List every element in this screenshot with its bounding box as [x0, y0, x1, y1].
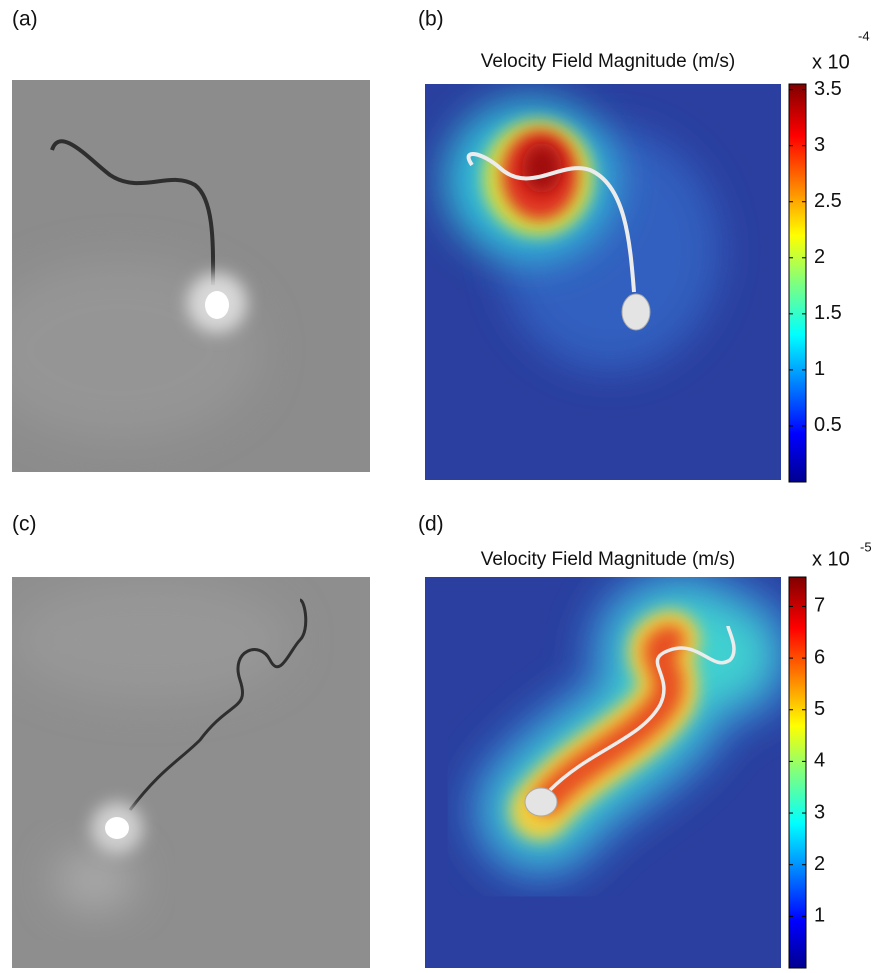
colorbar-tick-label: 3: [814, 801, 825, 823]
colorbar-tick-label: 7: [814, 595, 825, 617]
colorbar: 1 2 3 4 5 6 7: [789, 577, 825, 968]
colorbar-tick-label: 5: [814, 698, 825, 720]
colorbar-tick-label: 2.5: [814, 190, 842, 212]
colorbar-tick-label: 1.5: [814, 302, 842, 324]
colorbar-scale: x 10: [812, 51, 850, 73]
panel-label: (b): [418, 8, 444, 31]
colorbar-tick-label: 3: [814, 134, 825, 156]
colorbar-tick-label: 2: [814, 246, 825, 268]
colorbar-tick-label: 6: [814, 646, 825, 668]
colorbar-scale: x 10: [812, 548, 850, 570]
colorbar-gradient: [789, 577, 806, 968]
heatmap-b: [425, 84, 781, 480]
panel-label: (a): [12, 8, 38, 31]
colorbar-tick-label: 1: [814, 905, 825, 927]
panel-title: Velocity Field Magnitude (m/s): [481, 51, 736, 72]
panel-label: (c): [12, 513, 37, 536]
colorbar-tick-label: 4: [814, 750, 825, 772]
micrograph-c: [10, 577, 370, 968]
panel-label: (d): [418, 513, 444, 536]
colorbar-tick-label: 0.5: [814, 414, 842, 436]
colorbar: 0.5 1 1.5 2 2.5 3 3.5: [789, 78, 842, 482]
colorbar-tick-label: 3.5: [814, 78, 842, 100]
colorbar-tick-label: 2: [814, 853, 825, 875]
micrograph-a: [0, 80, 370, 472]
figure: (a) (b) (c) (d) Velocity Field Magnitude…: [0, 0, 876, 973]
colorbar-gradient: [789, 84, 806, 482]
colorbar-exponent: -4: [858, 28, 870, 43]
colorbar-exponent: -5: [860, 539, 872, 554]
colorbar-tick-label: 1: [814, 358, 825, 380]
panel-title: Velocity Field Magnitude (m/s): [481, 549, 736, 570]
heatmap-d: [425, 577, 781, 968]
